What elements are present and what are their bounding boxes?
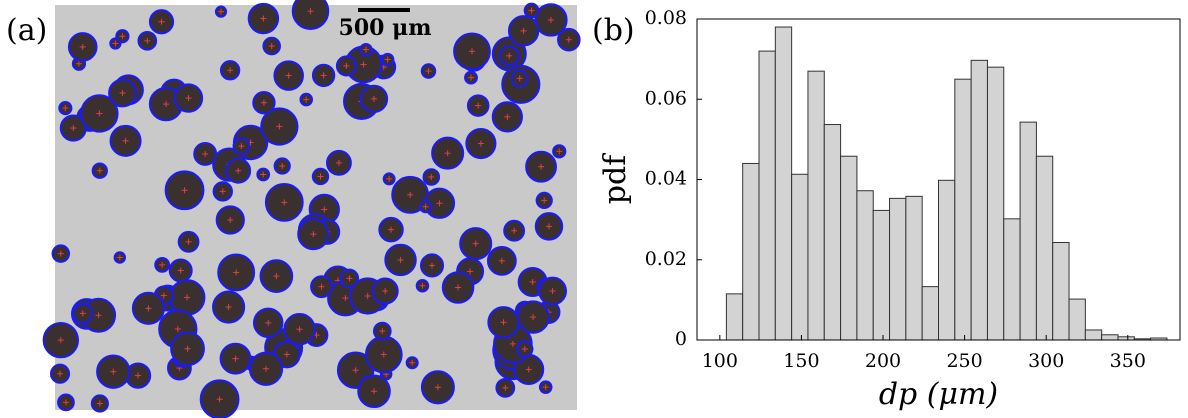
particles (42, 0, 581, 418)
x-tick-label: 350 (1110, 350, 1146, 372)
x-tick-label: 250 (946, 350, 982, 372)
bar (970, 59, 988, 341)
bar (840, 155, 858, 341)
bar (1003, 218, 1021, 341)
bar (1068, 298, 1086, 341)
bar (1084, 329, 1103, 341)
bar (774, 26, 793, 341)
bar (905, 195, 923, 341)
bar (791, 173, 809, 341)
bar (921, 286, 940, 341)
bar (1052, 241, 1070, 341)
y-tick-label: 0 (675, 328, 687, 350)
x-tick-label: 150 (783, 350, 819, 372)
y-tick-label: 0.02 (645, 248, 687, 270)
bar (823, 124, 842, 341)
bar (758, 50, 776, 341)
scale-bar-label: 500 μm (339, 15, 432, 41)
bar (889, 197, 907, 341)
x-tick-label: 200 (865, 350, 901, 372)
x-tick-label: 100 (702, 350, 738, 372)
bar (872, 209, 891, 341)
bar (856, 190, 874, 341)
panel-label: (a) (6, 13, 47, 48)
particle (291, 0, 330, 30)
x-tick-label: 300 (1028, 350, 1064, 372)
panel-label: (b) (592, 13, 635, 48)
bar (986, 66, 1005, 341)
x-axis-label: dp (μm) (879, 377, 998, 412)
y-tick-label: 0.04 (645, 168, 687, 190)
bar (938, 179, 956, 341)
y-tick-label: 0.06 (645, 87, 687, 109)
bar (1019, 121, 1037, 341)
bar (742, 162, 760, 341)
y-axis-label: pdf (598, 153, 633, 204)
bar (954, 78, 972, 341)
bar (807, 70, 825, 341)
histogram: 0 0.02 0.04 0.06 0.08 100 150 200 250 300 350 dp (μ… (598, 7, 1181, 412)
bar (1101, 334, 1119, 341)
bar (725, 293, 744, 341)
bar (1035, 155, 1054, 341)
y-tick-label: 0.08 (645, 7, 687, 29)
